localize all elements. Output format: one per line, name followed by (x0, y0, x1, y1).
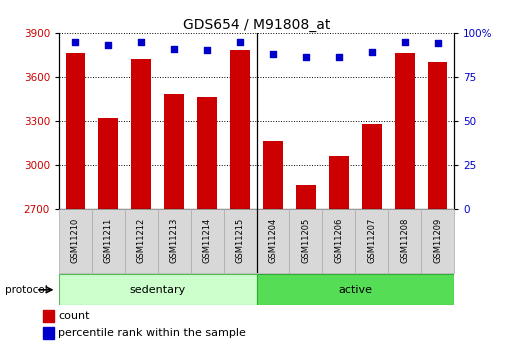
Text: GSM11207: GSM11207 (367, 218, 376, 263)
Text: GSM11212: GSM11212 (137, 218, 146, 263)
Bar (197, 97, 217, 209)
Bar (329, 156, 349, 209)
Bar (131, 59, 151, 209)
Text: GSM11205: GSM11205 (301, 218, 310, 263)
Point (137, 39, 145, 44)
Point (203, 48, 211, 53)
Title: GDS654 / M91808_at: GDS654 / M91808_at (183, 18, 330, 32)
Bar (322, 209, 355, 273)
Bar (224, 209, 256, 273)
Bar (43, 327, 54, 339)
Bar (428, 62, 447, 209)
Point (170, 46, 179, 51)
Bar (355, 209, 388, 273)
Bar (92, 209, 125, 273)
Text: GSM11206: GSM11206 (334, 218, 343, 263)
Bar (388, 209, 421, 273)
Text: GSM11209: GSM11209 (433, 218, 442, 263)
Text: active: active (338, 285, 372, 295)
Point (269, 51, 277, 57)
Text: sedentary: sedentary (130, 285, 186, 295)
Point (433, 41, 442, 46)
Text: count: count (58, 311, 90, 321)
Text: GSM11210: GSM11210 (71, 218, 80, 263)
Point (71, 39, 80, 44)
Text: percentile rank within the sample: percentile rank within the sample (58, 328, 246, 338)
Text: GSM11204: GSM11204 (268, 218, 278, 263)
Bar (256, 274, 454, 305)
Text: GSM11211: GSM11211 (104, 218, 113, 263)
Bar (43, 310, 54, 322)
Bar (98, 118, 118, 209)
Bar (59, 274, 256, 305)
Bar (289, 209, 322, 273)
Text: GSM11215: GSM11215 (235, 218, 245, 263)
Bar (158, 209, 191, 273)
Bar (263, 141, 283, 209)
Bar (362, 124, 382, 209)
Text: protocol: protocol (5, 285, 48, 295)
Bar (164, 94, 184, 209)
Point (334, 55, 343, 60)
Bar (256, 209, 289, 273)
Point (302, 55, 310, 60)
Bar (296, 185, 315, 209)
Bar (394, 53, 415, 209)
Bar (66, 53, 85, 209)
Point (401, 39, 409, 44)
Bar (125, 209, 158, 273)
Text: GSM11208: GSM11208 (400, 218, 409, 263)
Point (368, 49, 376, 55)
Bar (421, 209, 454, 273)
Point (236, 39, 244, 44)
Text: GSM11213: GSM11213 (170, 218, 179, 263)
Bar (230, 50, 250, 209)
Bar (191, 209, 224, 273)
Bar (59, 209, 92, 273)
Text: GSM11214: GSM11214 (203, 218, 212, 263)
Point (104, 42, 112, 48)
